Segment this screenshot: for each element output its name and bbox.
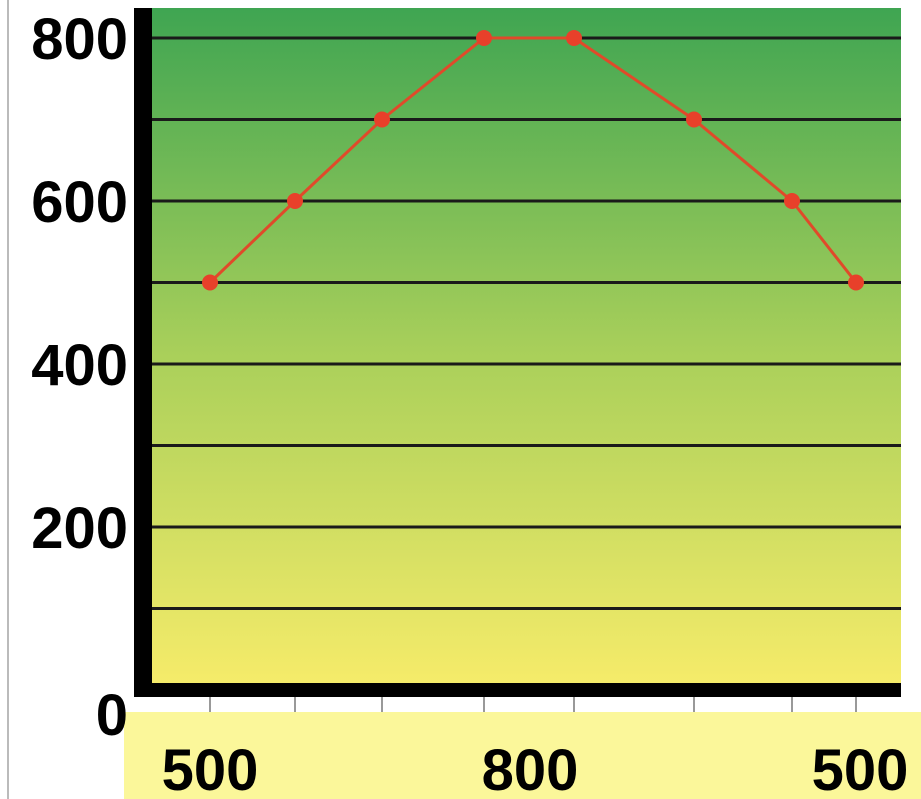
x-tick-label: 500 (812, 738, 909, 799)
x-tick-label: 500 (162, 738, 259, 799)
plot-background (152, 8, 901, 690)
data-point (202, 274, 218, 291)
x-label-band-rect (124, 712, 921, 799)
data-point (686, 111, 702, 128)
series (202, 30, 864, 291)
y-tick-label: 600 (31, 170, 128, 235)
data-point (287, 193, 303, 209)
y-tick-label: 200 (31, 496, 128, 561)
y-tick-labels: 800 600 400 200 0 (31, 7, 128, 748)
data-point (784, 193, 800, 209)
data-point (374, 111, 390, 128)
data-point (566, 30, 582, 46)
y-tick-label: 0 (96, 683, 128, 748)
x-tick-label: 800 (482, 738, 579, 799)
x-label-band (124, 692, 921, 799)
y-tick-label: 800 (31, 7, 128, 72)
data-point (848, 274, 864, 291)
y-tick-label: 400 (31, 333, 128, 398)
data-point (476, 30, 492, 46)
x-tick-labels: 500 800 500 (162, 738, 909, 799)
gridlines (152, 36, 901, 610)
series-line (208, 36, 858, 284)
axes (7, 0, 901, 799)
